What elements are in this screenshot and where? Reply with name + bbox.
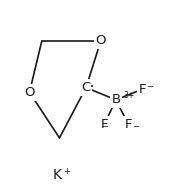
Text: C: C <box>82 81 91 94</box>
Text: O: O <box>24 86 35 99</box>
Text: K: K <box>52 168 62 182</box>
Text: F: F <box>124 118 132 131</box>
Text: F: F <box>138 83 146 96</box>
Text: O: O <box>95 34 106 47</box>
Text: •: • <box>90 84 94 90</box>
Text: 3+: 3+ <box>123 91 134 100</box>
Text: B: B <box>111 93 120 106</box>
Text: −: − <box>146 83 153 92</box>
Text: −: − <box>101 122 108 131</box>
Text: −: − <box>132 122 139 132</box>
Text: F: F <box>101 118 108 131</box>
Text: +: + <box>63 167 70 176</box>
